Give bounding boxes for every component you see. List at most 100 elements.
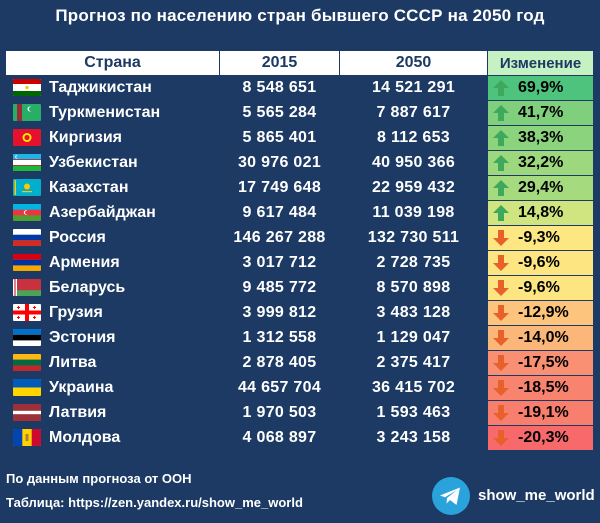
change-value: -20,3%: [518, 429, 569, 446]
population-2015: 146 267 288: [219, 225, 340, 251]
moldova-flag-icon: [13, 429, 41, 447]
population-2050: 22 959 432: [339, 175, 488, 201]
flag-cell: [5, 350, 49, 376]
uzbekistan-flag-icon: [13, 154, 41, 172]
country-name: Эстония: [48, 325, 220, 351]
estonia-flag-icon: [13, 329, 41, 347]
country-name: Россия: [48, 225, 220, 251]
turkmenistan-flag-icon: [13, 104, 41, 122]
change-cell: -9,6%: [487, 275, 594, 301]
flag-cell: [5, 250, 49, 276]
tajikistan-flag-icon: [13, 79, 41, 97]
population-2015: 17 749 648: [219, 175, 340, 201]
arrow-up-icon: [492, 104, 510, 122]
population-2015: 2 878 405: [219, 350, 340, 376]
arrow-up-icon: [492, 204, 510, 222]
table-row: Азербайджан 9 617 484 11 039 198 14,8%: [5, 200, 594, 226]
country-name: Молдова: [48, 425, 220, 451]
population-2015: 30 976 021: [219, 150, 340, 176]
population-2015: 9 617 484: [219, 200, 340, 226]
change-value: 32,2%: [518, 154, 564, 171]
table-row: Молдова 4 068 897 3 243 158 -20,3%: [5, 425, 594, 451]
change-value: -12,9%: [518, 304, 569, 321]
change-value: 41,7%: [518, 104, 564, 121]
population-2050: 1 129 047: [339, 325, 488, 351]
georgia-flag-icon: [13, 304, 41, 322]
arrow-up-icon: [492, 154, 510, 172]
country-name: Узбекистан: [48, 150, 220, 176]
population-2015: 5 865 401: [219, 125, 340, 151]
change-cell: 14,8%: [487, 200, 594, 226]
table-row: Россия 146 267 288 132 730 511 -9,3%: [5, 225, 594, 251]
population-2050: 8 112 653: [339, 125, 488, 151]
russia-flag-icon: [13, 229, 41, 247]
arrow-up-icon: [492, 179, 510, 197]
table-link[interactable]: Таблица: https://zen.yandex.ru/show_me_w…: [6, 495, 303, 510]
arrow-down-icon: [492, 254, 510, 272]
country-name: Украина: [48, 375, 220, 401]
population-2050: 14 521 291: [339, 75, 488, 101]
telegram-icon[interactable]: [432, 477, 470, 515]
azerbaijan-flag-icon: [13, 204, 41, 222]
change-cell: -9,6%: [487, 250, 594, 276]
population-2050: 11 039 198: [339, 200, 488, 226]
table-row: Грузия 3 999 812 3 483 128 -12,9%: [5, 300, 594, 326]
page-title: Прогноз по населению стран бывшего СССР …: [55, 6, 545, 25]
change-cell: 32,2%: [487, 150, 594, 176]
country-name: Киргизия: [48, 125, 220, 151]
population-2050: 36 415 702: [339, 375, 488, 401]
country-name: Таджикистан: [48, 75, 220, 101]
population-2015: 3 017 712: [219, 250, 340, 276]
change-value: -14,0%: [518, 329, 569, 346]
change-value: -9,3%: [518, 229, 560, 246]
flag-cell: [5, 150, 49, 176]
country-name: Туркменистан: [48, 100, 220, 126]
population-2050: 40 950 366: [339, 150, 488, 176]
arrow-down-icon: [492, 229, 510, 247]
change-cell: 29,4%: [487, 175, 594, 201]
flag-cell: [5, 275, 49, 301]
armenia-flag-icon: [13, 254, 41, 272]
flag-cell: [5, 375, 49, 401]
population-2050: 3 243 158: [339, 425, 488, 451]
table-row: Таджикистан 8 548 651 14 521 291 69,9%: [5, 75, 594, 101]
population-2015: 1 312 558: [219, 325, 340, 351]
country-name: Беларусь: [48, 275, 220, 301]
population-2050: 2 375 417: [339, 350, 488, 376]
change-value: -19,1%: [518, 404, 569, 421]
change-value: 14,8%: [518, 204, 564, 221]
country-name: Грузия: [48, 300, 220, 326]
change-cell: 41,7%: [487, 100, 594, 126]
table-row: Узбекистан 30 976 021 40 950 366 32,2%: [5, 150, 594, 176]
change-cell: -20,3%: [487, 425, 594, 451]
change-cell: 38,3%: [487, 125, 594, 151]
population-2050: 1 593 463: [339, 400, 488, 426]
arrow-down-icon: [492, 404, 510, 422]
change-value: 29,4%: [518, 179, 564, 196]
country-name: Казахстан: [48, 175, 220, 201]
population-2015: 3 999 812: [219, 300, 340, 326]
change-value: -18,5%: [518, 379, 569, 396]
kyrgyzstan-flag-icon: [13, 129, 41, 147]
change-cell: 69,9%: [487, 75, 594, 101]
table-row: Латвия 1 970 503 1 593 463 -19,1%: [5, 400, 594, 426]
country-name: Армения: [48, 250, 220, 276]
change-value: 69,9%: [518, 79, 564, 96]
table-row: Эстония 1 312 558 1 129 047 -14,0%: [5, 325, 594, 351]
flag-cell: [5, 400, 49, 426]
flag-cell: [5, 175, 49, 201]
country-name: Литва: [48, 350, 220, 376]
change-cell: -14,0%: [487, 325, 594, 351]
table-row: Туркменистан 5 565 284 7 887 617 41,7%: [5, 100, 594, 126]
telegram-handle[interactable]: show_me_world: [478, 487, 595, 504]
flag-cell: [5, 75, 49, 101]
flag-cell: [5, 100, 49, 126]
population-2050: 7 887 617: [339, 100, 488, 126]
flag-cell: [5, 200, 49, 226]
flag-cell: [5, 300, 49, 326]
arrow-down-icon: [492, 304, 510, 322]
table-row: Казахстан 17 749 648 22 959 432 29,4%: [5, 175, 594, 201]
population-table: Страна 2015 2050 Изменение Таджикистан 8…: [5, 50, 594, 451]
header-2015: 2015: [219, 50, 340, 76]
